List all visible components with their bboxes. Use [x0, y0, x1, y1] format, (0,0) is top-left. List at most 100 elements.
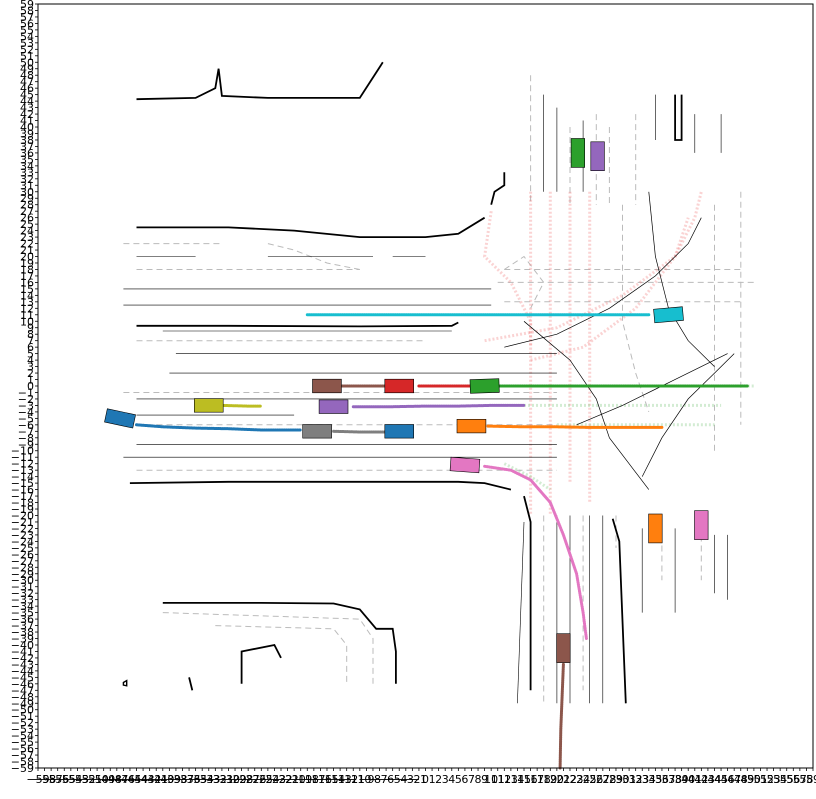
y-tick-label: 25 [20, 218, 34, 231]
agent-trajectory [332, 429, 395, 434]
x-tick-label: 50 [747, 773, 761, 786]
x-tick-label: −53 [66, 773, 89, 786]
y-tick-label: −12 [11, 458, 34, 471]
x-tick-label: 38 [668, 773, 682, 786]
x-tick-label: 0 [422, 773, 429, 786]
x-tick-label: −20 [283, 773, 306, 786]
y-tick-label: −34 [11, 600, 34, 613]
y-tick-label: −5 [18, 412, 34, 425]
x-tick-label: −27 [237, 773, 260, 786]
planned-route [530, 217, 690, 362]
agent-trajectory [486, 424, 664, 429]
x-tick-label: −25 [250, 773, 273, 786]
dashed-lane [504, 255, 545, 309]
y-tick-label: −1 [18, 386, 34, 399]
y-tick-label: −57 [11, 749, 34, 762]
x-tick-label: −58 [33, 773, 56, 786]
y-tick-label: 12 [20, 302, 34, 315]
x-tick-label: −39 [158, 773, 181, 786]
y-tick-label: 1 [27, 374, 34, 387]
x-tick-label: −33 [197, 773, 220, 786]
x-tick-label: 4 [448, 773, 455, 786]
x-tick-label: −37 [171, 773, 194, 786]
x-tick-label: 9 [481, 773, 488, 786]
x-tick-label: 33 [635, 773, 649, 786]
x-tick-label: 23 [570, 773, 584, 786]
x-tick-label: 12 [497, 773, 511, 786]
x-tick-label: −17 [302, 773, 325, 786]
y-tick-label: −8 [18, 432, 34, 445]
x-tick-label: 52 [760, 773, 774, 786]
y-tick-label: 26 [20, 212, 34, 225]
x-tick-label: 20 [550, 773, 564, 786]
x-tick-label: −51 [79, 773, 102, 786]
x-tick-label: 26 [589, 773, 603, 786]
agent-box [694, 510, 709, 540]
road-boundary [523, 495, 532, 691]
y-tick-label: 33 [20, 166, 34, 179]
y-tick-label: 38 [20, 134, 34, 147]
x-tick-label: 46 [721, 773, 735, 786]
y-tick-label: 2 [27, 367, 34, 380]
y-tick-label: 9 [27, 322, 34, 335]
road-boundary [136, 216, 486, 239]
lane-divider [504, 217, 702, 348]
y-tick-label: 11 [20, 309, 34, 322]
x-tick-label: 31 [622, 773, 636, 786]
x-tick-label: 19 [543, 773, 557, 786]
x-tick-label: −24 [256, 773, 279, 786]
y-tick-label: −32 [11, 587, 34, 600]
x-tick-label: 8 [475, 773, 482, 786]
y-tick-label: 21 [20, 244, 34, 257]
x-tick-label: 34 [642, 773, 656, 786]
x-tick-label: −22 [269, 773, 292, 786]
y-tick-label: −4 [18, 406, 34, 419]
x-tick-label: −45 [118, 773, 141, 786]
x-tick-label: −55 [53, 773, 76, 786]
y-tick-label: 46 [20, 82, 34, 95]
y-tick-label: 49 [20, 63, 34, 76]
y-tick-label: −27 [11, 555, 34, 568]
x-tick-label: −19 [289, 773, 312, 786]
x-tick-label: 35 [648, 773, 662, 786]
planned-route [484, 191, 703, 343]
y-tick-label: −41 [11, 645, 34, 658]
y-tick-label: −36 [11, 613, 34, 626]
x-tick-label: 27 [596, 773, 610, 786]
y-tick-label: 29 [20, 192, 34, 205]
agent-box [469, 378, 500, 394]
x-tick-label: −8 [365, 773, 381, 786]
y-tick-label: −48 [11, 691, 34, 704]
y-tick-label: −42 [11, 652, 34, 665]
y-tick-label: −37 [11, 620, 34, 633]
x-tick-label: 48 [734, 773, 748, 786]
agent-box [653, 306, 684, 324]
x-tick-label: −36 [177, 773, 200, 786]
y-tick-label: 19 [20, 257, 34, 270]
x-tick-label: −38 [164, 773, 187, 786]
y-tick-label: 40 [20, 121, 34, 134]
y-tick-label: 55 [20, 24, 34, 37]
x-tick-label: −32 [204, 773, 227, 786]
x-tick-label: −2 [404, 773, 420, 786]
y-tick-label: 8 [27, 328, 34, 341]
y-tick-label: 56 [20, 17, 34, 30]
x-tick-label: 11 [491, 773, 505, 786]
x-tick-label: −50 [86, 773, 109, 786]
dashed-lane-lines [123, 75, 754, 704]
y-tick-label: 7 [27, 335, 34, 348]
x-tick-label: 17 [530, 773, 544, 786]
agent-box [194, 398, 224, 413]
y-tick-label: −43 [11, 658, 34, 671]
y-tick-label: −25 [11, 542, 34, 555]
y-tick-label: 51 [20, 50, 34, 63]
x-tick-label: −40 [151, 773, 174, 786]
y-tick-label: 5 [27, 348, 34, 361]
agent-box [318, 399, 349, 414]
agent-trajectory [220, 403, 263, 408]
x-tick-label: 32 [629, 773, 643, 786]
x-tick-label: 40 [681, 773, 695, 786]
x-tick-label: 53 [767, 773, 781, 786]
